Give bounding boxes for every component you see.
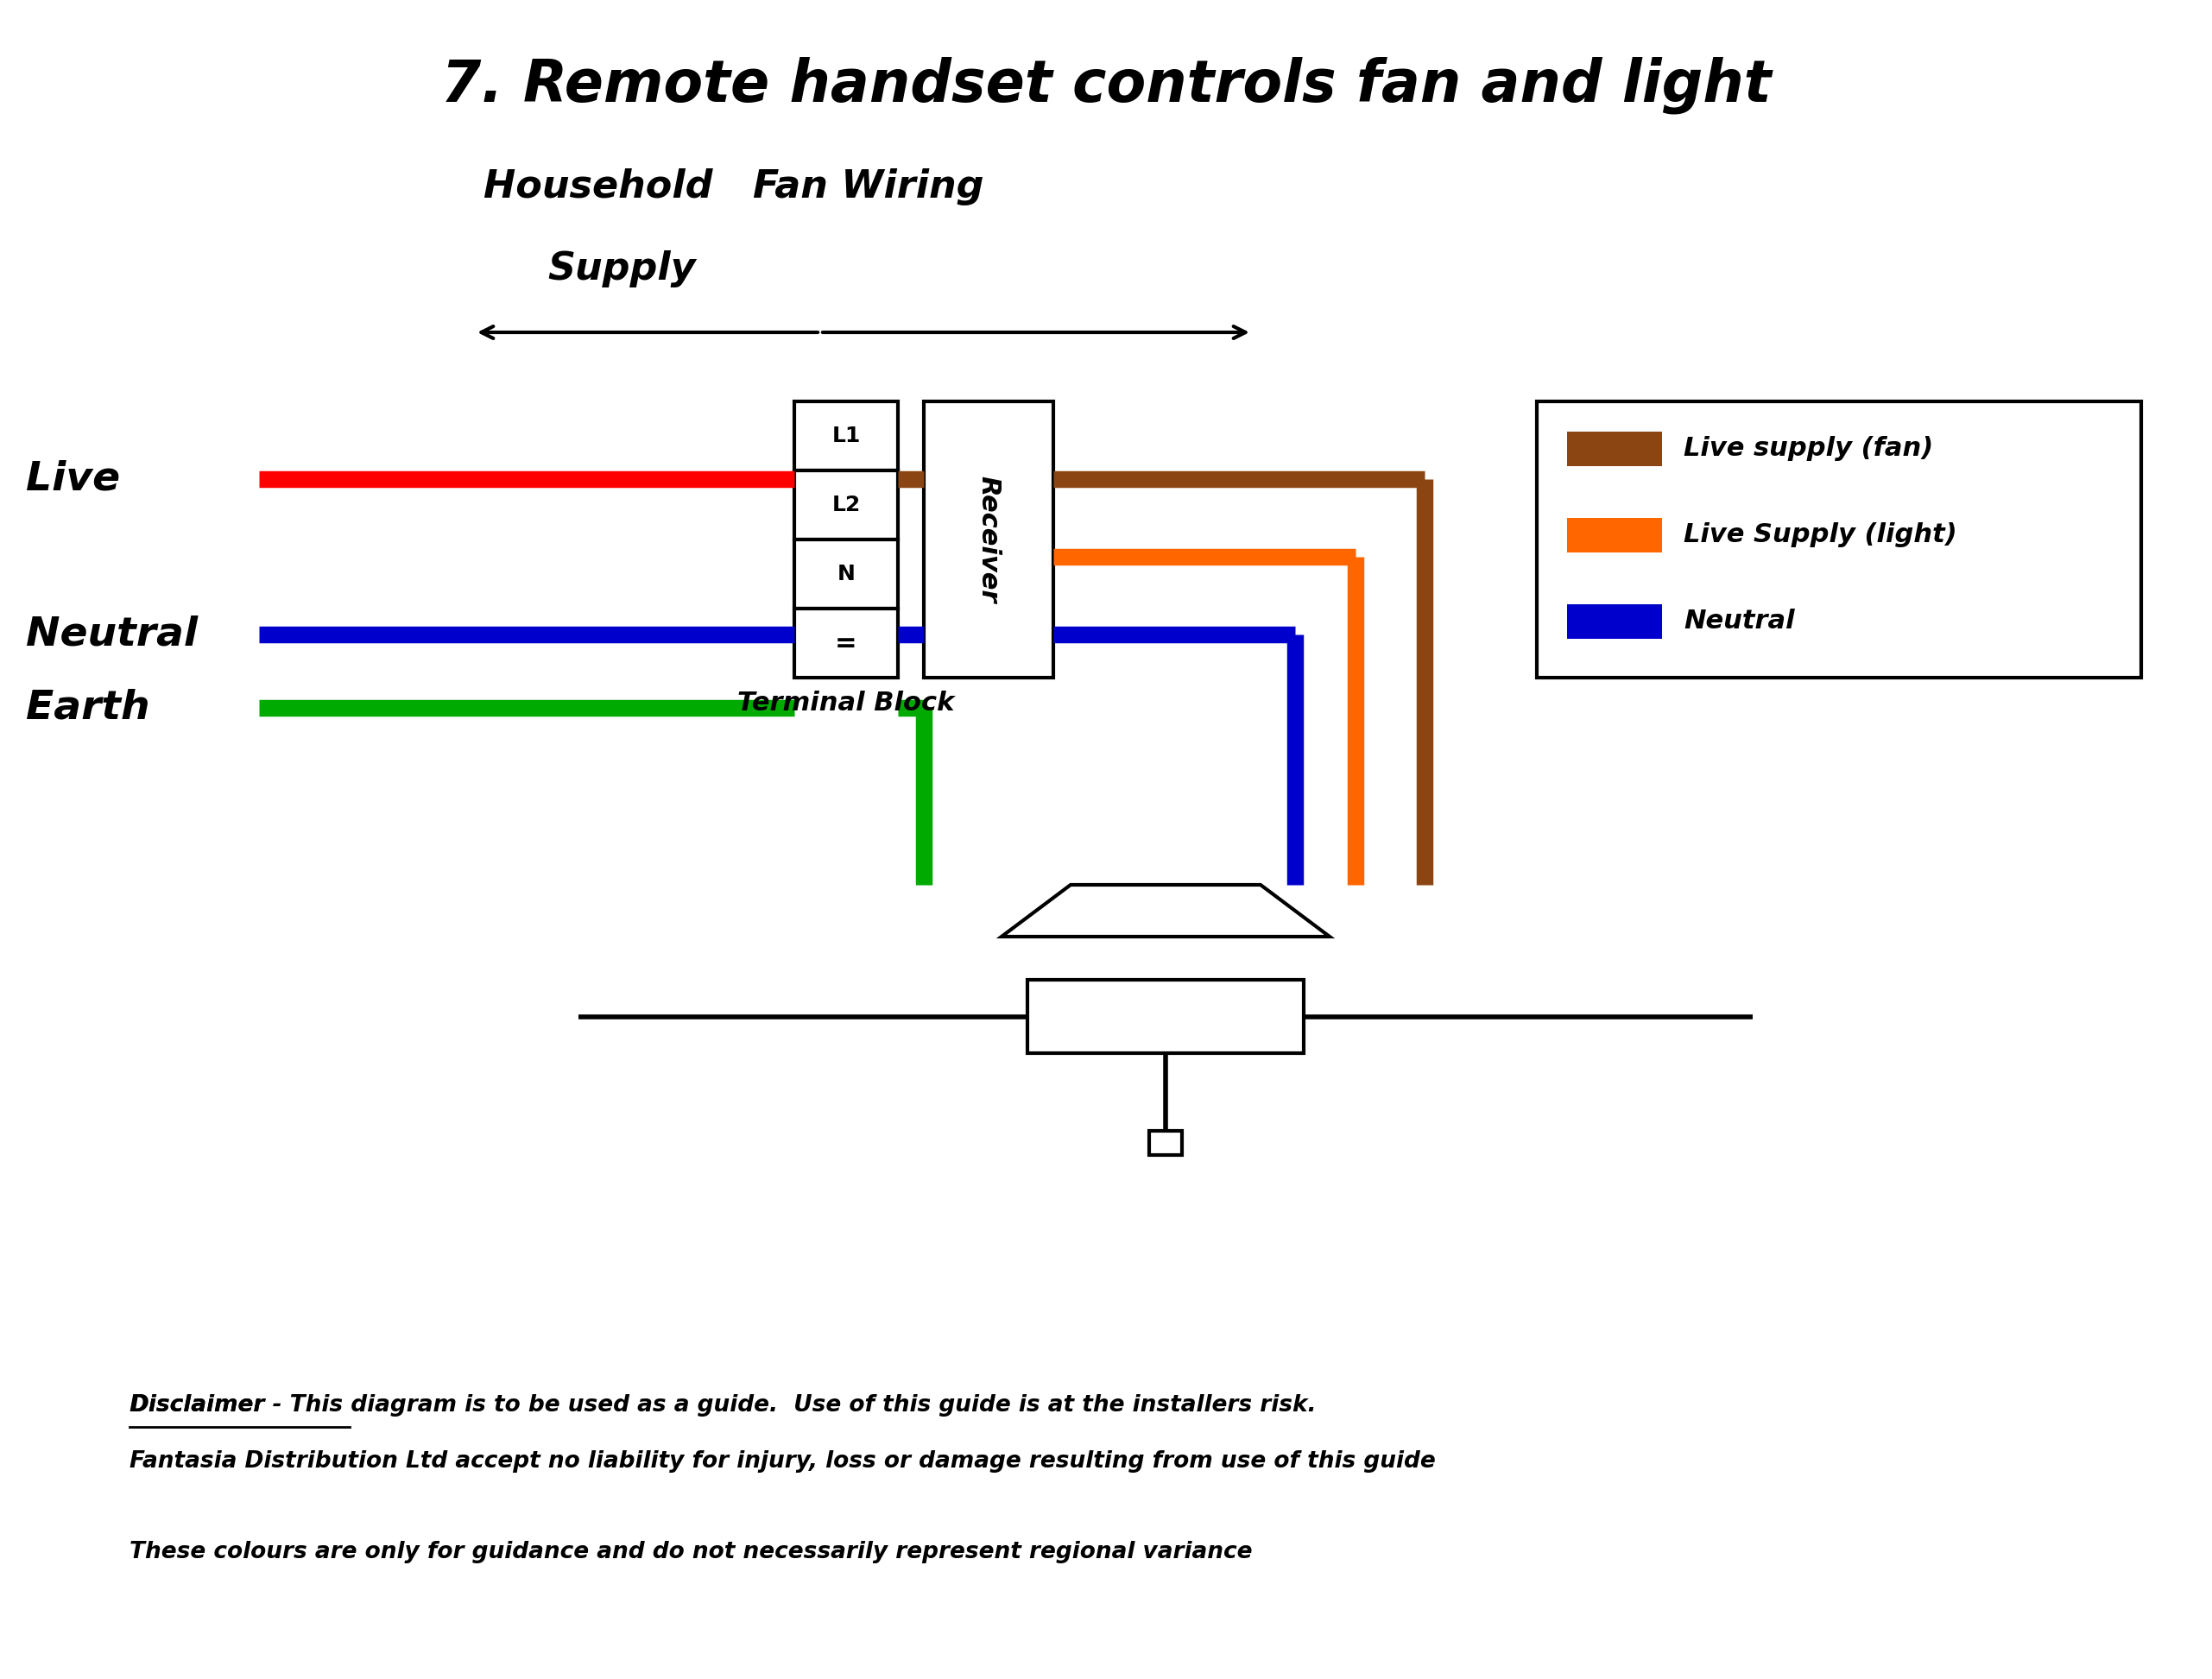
Text: Live supply (fan): Live supply (fan) xyxy=(1683,437,1933,462)
Bar xyxy=(1537,401,2141,678)
Text: Neutral: Neutral xyxy=(1683,609,1794,635)
Text: N: N xyxy=(836,564,856,584)
Bar xyxy=(925,401,1053,678)
Bar xyxy=(1026,981,1303,1053)
Bar xyxy=(1566,604,1661,638)
Text: Disclaimer - This diagram is to be used as a guide.  Use of this guide is at the: Disclaimer - This diagram is to be used … xyxy=(131,1394,1316,1417)
Text: Supply: Supply xyxy=(549,250,697,287)
Text: Fantasia Distribution Ltd accept no liability for injury, loss or damage resulti: Fantasia Distribution Ltd accept no liab… xyxy=(131,1451,1436,1472)
Text: Earth: Earth xyxy=(27,688,150,727)
Text: Live Supply (light): Live Supply (light) xyxy=(1683,522,1958,547)
Text: Terminal Block: Terminal Block xyxy=(737,690,956,715)
Text: Disclaimer: Disclaimer xyxy=(131,1394,265,1417)
Text: L1: L1 xyxy=(832,425,860,447)
Bar xyxy=(794,470,898,539)
Bar xyxy=(1566,432,1661,467)
Polygon shape xyxy=(1002,885,1329,937)
Text: L2: L2 xyxy=(832,495,860,515)
Bar xyxy=(794,608,898,678)
Text: Household   Fan Wiring: Household Fan Wiring xyxy=(484,168,984,205)
Bar xyxy=(794,539,898,608)
Text: Live: Live xyxy=(27,460,119,499)
Text: 7. Remote handset controls fan and light: 7. Remote handset controls fan and light xyxy=(440,55,1772,114)
Text: Neutral: Neutral xyxy=(27,615,197,653)
Text: Receiver: Receiver xyxy=(975,475,1002,603)
Text: These colours are only for guidance and do not necessarily represent regional va: These colours are only for guidance and … xyxy=(131,1541,1252,1563)
Bar xyxy=(1150,1132,1181,1155)
Bar xyxy=(794,401,898,470)
Bar xyxy=(1566,517,1661,552)
Text: =: = xyxy=(836,631,858,655)
